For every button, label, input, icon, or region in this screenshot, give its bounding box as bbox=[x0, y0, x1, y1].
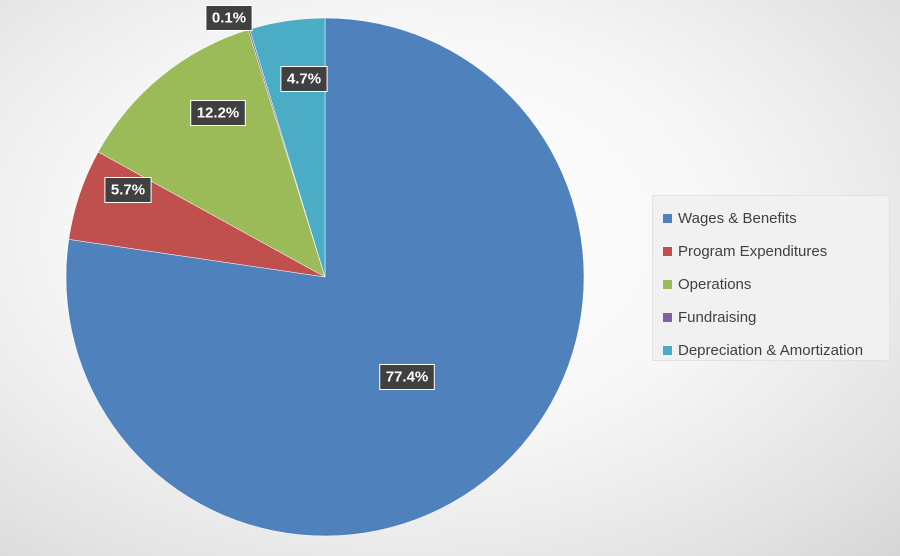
data-label-operations: 12.2% bbox=[190, 100, 246, 126]
legend-item-wages-benefits: Wages & Benefits bbox=[663, 202, 889, 235]
legend-swatch bbox=[663, 313, 672, 322]
svg-text:12.2%: 12.2% bbox=[197, 105, 240, 122]
legend-swatch bbox=[663, 346, 672, 355]
legend-item-depreciation-amortization: Depreciation & Amortization bbox=[663, 334, 889, 367]
legend-swatch bbox=[663, 280, 672, 289]
svg-text:4.7%: 4.7% bbox=[287, 71, 321, 88]
data-labels: 77.4% 5.7% 12.2% 0.1% 4.7% bbox=[104, 5, 435, 390]
data-label-wages-benefits: 77.4% bbox=[379, 364, 435, 390]
legend-label: Wages & Benefits bbox=[678, 210, 797, 227]
data-label-depreciation-amortization: 4.7% bbox=[280, 66, 328, 92]
data-label-program-expenditures: 5.7% bbox=[104, 177, 152, 203]
legend-swatch bbox=[663, 247, 672, 256]
legend: Wages & Benefits Program Expenditures Op… bbox=[652, 195, 890, 361]
legend-item-program-expenditures: Program Expenditures bbox=[663, 235, 889, 268]
legend-label: Program Expenditures bbox=[678, 243, 828, 260]
legend-label: Depreciation & Amortization bbox=[678, 342, 864, 359]
pie-slices bbox=[65, 17, 585, 537]
svg-text:5.7%: 5.7% bbox=[111, 182, 145, 199]
pie-slice-wages-benefits bbox=[65, 17, 585, 537]
svg-text:0.1%: 0.1% bbox=[212, 10, 246, 27]
legend-swatch bbox=[663, 214, 672, 223]
legend-label: Fundraising bbox=[678, 309, 757, 326]
svg-text:77.4%: 77.4% bbox=[386, 369, 429, 386]
data-label-fundraising: 0.1% bbox=[205, 5, 253, 31]
pie-slice-operations bbox=[97, 29, 326, 278]
legend-item-operations: Operations bbox=[663, 268, 889, 301]
legend-label: Operations bbox=[678, 276, 752, 293]
legend-item-fundraising: Fundraising bbox=[663, 301, 889, 334]
